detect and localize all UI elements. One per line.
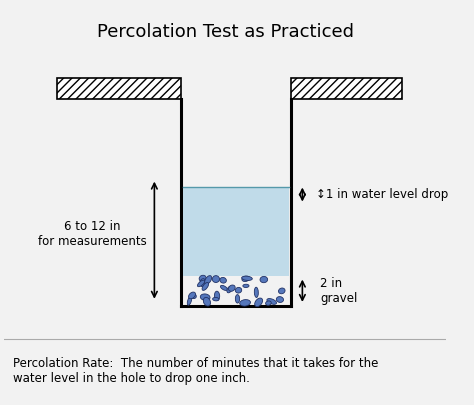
Ellipse shape [255, 298, 263, 307]
Bar [292, 77, 402, 99]
Ellipse shape [205, 276, 212, 284]
Ellipse shape [198, 280, 205, 287]
Ellipse shape [267, 298, 276, 304]
Bar [183, 187, 289, 276]
Bar [57, 77, 181, 99]
Ellipse shape [240, 300, 250, 306]
Ellipse shape [202, 283, 209, 290]
Ellipse shape [187, 296, 191, 305]
Ellipse shape [276, 296, 283, 303]
Ellipse shape [228, 285, 235, 291]
Ellipse shape [200, 279, 206, 286]
Ellipse shape [201, 294, 210, 301]
Ellipse shape [265, 301, 271, 305]
Ellipse shape [260, 276, 268, 283]
Ellipse shape [213, 297, 219, 301]
Ellipse shape [255, 287, 258, 297]
Ellipse shape [212, 276, 219, 283]
Ellipse shape [220, 286, 228, 290]
Text: Percolation Test as Practiced: Percolation Test as Practiced [97, 23, 354, 41]
Ellipse shape [190, 293, 196, 298]
Text: 2 in
gravel: 2 in gravel [320, 277, 357, 305]
Ellipse shape [235, 288, 242, 293]
Ellipse shape [220, 277, 227, 283]
Text: 6 to 12 in
for measurements: 6 to 12 in for measurements [38, 220, 147, 248]
Ellipse shape [199, 275, 206, 281]
Ellipse shape [279, 288, 285, 294]
Text: ↕1 in water level drop: ↕1 in water level drop [316, 188, 448, 201]
Ellipse shape [203, 297, 210, 306]
Ellipse shape [236, 294, 240, 303]
Ellipse shape [227, 286, 232, 293]
Ellipse shape [243, 284, 249, 288]
Ellipse shape [189, 292, 195, 299]
Ellipse shape [242, 276, 249, 281]
Text: Percolation Rate:  The number of minutes that it takes for the
water level in th: Percolation Rate: The number of minutes … [13, 357, 378, 385]
Ellipse shape [242, 276, 252, 280]
Ellipse shape [214, 291, 219, 301]
